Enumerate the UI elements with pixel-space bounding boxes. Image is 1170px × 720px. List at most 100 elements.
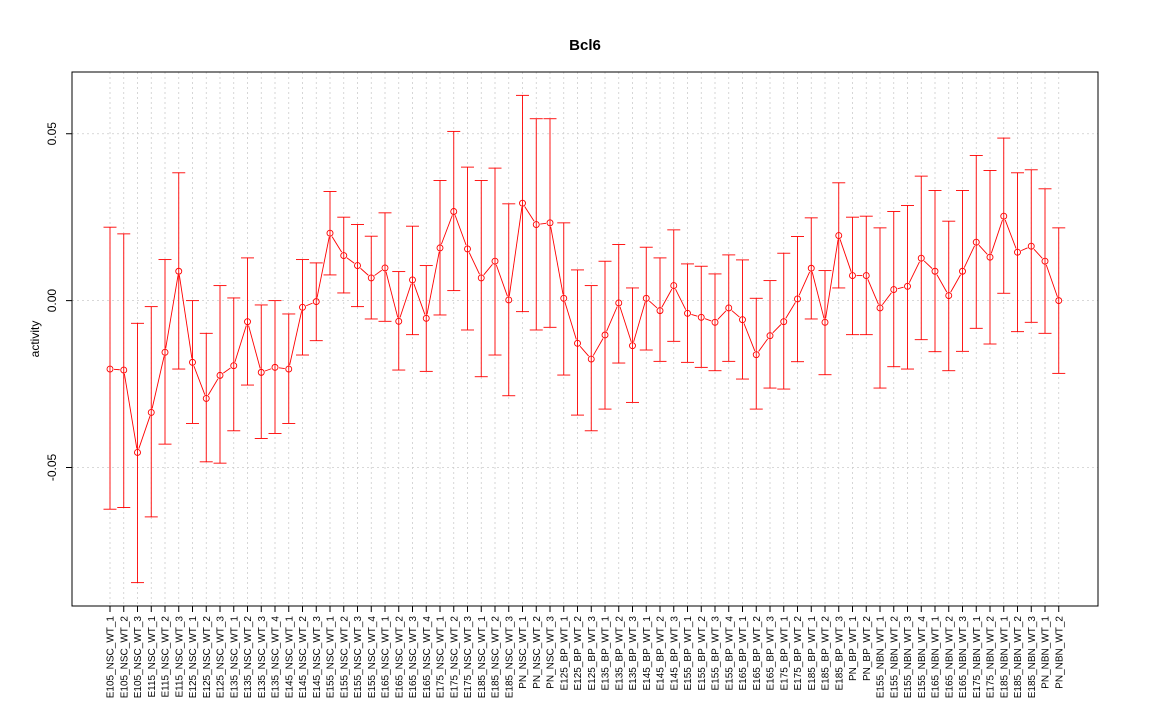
data-point: [271, 363, 279, 371]
x-tick-label: E185_NSC_WT_3: [504, 616, 515, 699]
x-tick-label: E155_BP_WT_2: [697, 616, 708, 691]
data-point: [367, 274, 375, 282]
x-tick-label: E155_NSC_WT_4: [367, 616, 378, 699]
x-tick-label: E185_NBN_WT_3: [1027, 616, 1038, 699]
x-tick-label: E165_BP_WT_3: [766, 616, 777, 691]
series-line-segment: [346, 257, 355, 264]
data-point: [752, 351, 760, 359]
x-tick-label: PN_BP_WT_1: [848, 616, 859, 681]
x-tick-label: E145_BP_WT_2: [656, 616, 667, 691]
series-line-segment: [564, 301, 577, 340]
y-axis: -0.05 0.00 0.05: [45, 122, 72, 481]
data-point: [697, 313, 705, 321]
x-tick-label: E165_NBN_WT_1: [931, 616, 942, 699]
series-line-segment: [440, 215, 453, 245]
series-line-segment: [825, 239, 839, 319]
data-point: [821, 318, 829, 326]
x-tick-label: E165_NBN_WT_2: [944, 616, 955, 699]
x-tick-label: E145_BP_WT_1: [642, 616, 653, 691]
data-point: [739, 316, 746, 324]
series-line-segment: [661, 288, 673, 308]
x-tick-label: E155_NSC_WT_2: [339, 616, 350, 699]
x-tick-label: E115_NSC_WT_2: [161, 616, 172, 698]
series-line-segment: [963, 245, 975, 268]
data-point: [642, 294, 650, 302]
x-tick-label: E115_NSC_WT_1: [147, 616, 158, 698]
series-line-segment: [619, 306, 632, 343]
series-line-segment: [633, 301, 646, 342]
series-line-segment: [278, 367, 285, 370]
series-line-segment: [426, 251, 440, 315]
x-tick-label: E185_NBN_WT_2: [1013, 616, 1024, 699]
data-point: [409, 276, 416, 284]
series-line-segment: [785, 302, 796, 319]
series-line-segment: [540, 222, 547, 225]
series-line-segment: [758, 338, 769, 352]
x-tick-label: E125_NSC_WT_3: [216, 616, 227, 699]
data-point: [766, 332, 774, 340]
series-line-segment: [138, 416, 151, 449]
x-tick-label: E155_BP_WT_1: [683, 616, 694, 691]
x-tick-label: E125_NSC_WT_1: [188, 616, 199, 699]
data-point: [257, 368, 265, 376]
x-tick-label: E145_NSC_WT_2: [298, 616, 309, 699]
data-point: [725, 304, 733, 312]
series-line-segment: [550, 226, 564, 295]
data-point: [615, 299, 623, 307]
series-line-segment: [882, 292, 892, 306]
series-line-segment: [193, 365, 206, 395]
series-line-segment: [717, 310, 727, 320]
series-line-segment: [1020, 247, 1028, 252]
series-line-segment: [524, 206, 535, 222]
series-line-segment: [1045, 264, 1058, 297]
data-point: [436, 244, 444, 252]
x-tick-label: PN_NSC_WT_2: [532, 616, 543, 689]
series-line-segment: [950, 274, 961, 293]
x-tick-label: E165_NSC_WT_4: [422, 616, 433, 699]
x-tick-label: E165_NBN_WT_3: [958, 616, 969, 699]
x-tick-label: E165_NSC_WT_1: [381, 616, 392, 699]
x-tick-label: E165_NSC_WT_3: [408, 616, 419, 699]
series-line-segment: [483, 264, 493, 276]
data-point: [161, 348, 169, 356]
data-point: [794, 295, 801, 303]
series-line-segment: [867, 279, 879, 305]
x-tick-label: PN_NSC_WT_3: [546, 616, 557, 689]
x-tick-label: E175_NBN_WT_1: [972, 616, 983, 699]
series-line-segment: [798, 271, 811, 296]
x-tick-label: E185_BP_WT_3: [834, 616, 845, 691]
series-line-segment: [772, 324, 782, 334]
data-point: [945, 292, 953, 300]
data-point: [532, 221, 540, 228]
series-line-segment: [331, 236, 343, 253]
series-line-segment: [123, 373, 138, 449]
data-point: [505, 296, 513, 304]
data-point: [340, 252, 348, 260]
data-point: [395, 317, 403, 325]
data-point: [601, 331, 609, 339]
data-point: [202, 394, 210, 402]
data-point: [629, 342, 636, 350]
y-tick-label: 0.00: [45, 289, 59, 313]
data-point: [312, 298, 320, 306]
x-tick-label: E155_NBN_WT_2: [889, 616, 900, 699]
data-point: [354, 262, 361, 270]
series-line-segment: [165, 275, 179, 349]
series-line-segment: [454, 215, 467, 246]
data-point: [106, 365, 114, 373]
x-tick-label: E135_NSC_WT_1: [229, 616, 240, 699]
series-line-segment: [306, 302, 313, 307]
series-line-segment: [289, 311, 303, 366]
data-point: [835, 232, 843, 239]
series-line-segment: [839, 239, 852, 272]
x-tick-label: E135_NSC_WT_4: [271, 616, 282, 699]
data-point: [684, 309, 691, 317]
data-point: [780, 318, 788, 326]
data-point: [464, 245, 471, 253]
x-tick-label: E175_BP_WT_1: [779, 616, 790, 691]
data-point: [972, 238, 980, 246]
y-axis-label: activity: [28, 321, 42, 358]
y-tick-label: -0.05: [45, 453, 59, 481]
x-tick-label: PN_NBN_WT_2: [1054, 616, 1065, 689]
x-tick-label: E155_NSC_WT_1: [326, 616, 337, 699]
